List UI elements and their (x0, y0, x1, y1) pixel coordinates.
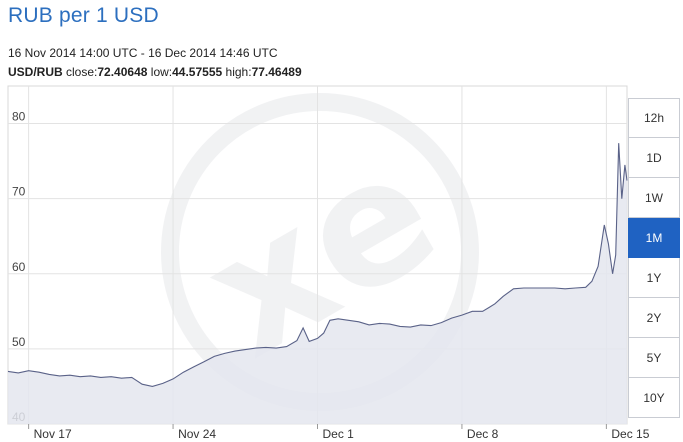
x-tick-label: Dec 8 (467, 427, 499, 441)
period-button-2y[interactable]: 2Y (628, 298, 680, 338)
y-tick-label: 60 (12, 260, 26, 274)
period-button-5y[interactable]: 5Y (628, 338, 680, 378)
x-tick-label: Nov 17 (34, 427, 72, 441)
series-line (7, 143, 628, 387)
period-button-1d[interactable]: 1D (628, 138, 680, 178)
x-tick-label: Dec 1 (323, 427, 355, 441)
period-button-1m[interactable]: 1M (628, 218, 680, 258)
low-label: low: (150, 65, 173, 79)
low-value: 44.57555 (172, 65, 223, 79)
y-tick-label: 80 (12, 110, 26, 124)
period-button-10y[interactable]: 10Y (628, 378, 680, 418)
y-tick-label: 50 (12, 335, 26, 349)
date-range: 16 Nov 2014 14:00 UTC - 16 Dec 2014 14:4… (8, 46, 278, 60)
page-title: RUB per 1 USD (8, 4, 159, 27)
series-area (8, 143, 627, 424)
period-button-1w[interactable]: 1W (628, 178, 680, 218)
x-tick-label: Nov 24 (178, 427, 216, 441)
close-label: close: (66, 65, 98, 79)
high-value: 77.46489 (251, 65, 302, 79)
x-tick-label: Dec 15 (611, 427, 649, 441)
period-button-12h[interactable]: 12h (628, 98, 680, 138)
period-button-1y[interactable]: 1Y (628, 258, 680, 298)
rate-summary: USD/RUB close:72.40648 low:44.57555 high… (8, 65, 302, 79)
high-label: high: (225, 65, 252, 79)
y-tick-label: 70 (12, 185, 26, 199)
close-value: 72.40648 (97, 65, 148, 79)
currency-pair: USD/RUB (8, 65, 63, 79)
period-selector: 12h 1D 1W 1M 1Y 2Y 5Y 10Y (628, 98, 680, 418)
